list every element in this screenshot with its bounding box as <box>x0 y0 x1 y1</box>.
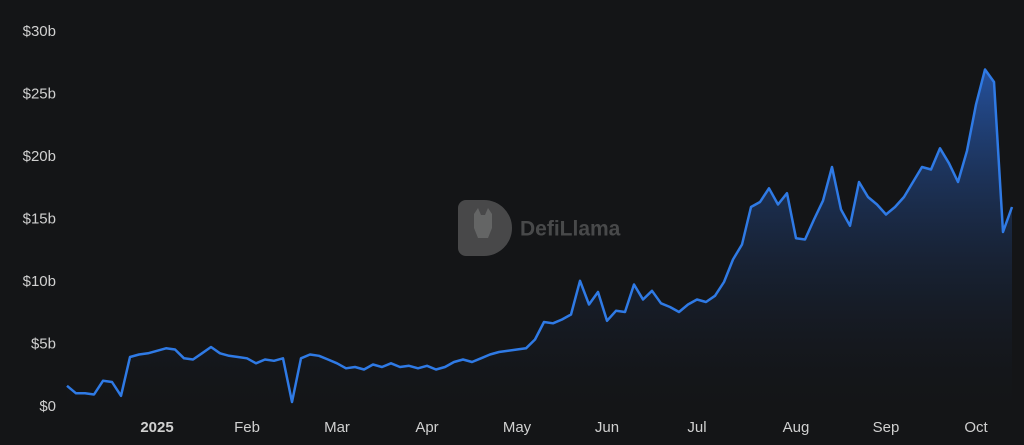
x-tick-label: Aug <box>783 419 810 436</box>
x-tick-label: Oct <box>964 419 988 436</box>
y-tick-label: $5b <box>31 335 56 352</box>
x-tick-label: Mar <box>324 419 350 436</box>
y-tick-label: $0 <box>39 398 56 415</box>
x-tick-label: Apr <box>415 419 438 436</box>
watermark-text: DefiLlama <box>520 218 621 241</box>
watermark-llama <box>474 208 492 238</box>
x-tick-label: Jul <box>687 419 706 436</box>
y-tick-label: $30b <box>23 23 56 40</box>
x-tick-label: Jun <box>595 419 619 436</box>
x-tick-label: 2025 <box>140 419 173 436</box>
x-tick-label: Feb <box>234 419 260 436</box>
y-tick-label: $25b <box>23 85 56 102</box>
line <box>66 68 1014 404</box>
y-tick-label: $15b <box>23 210 56 227</box>
y-tick-label: $10b <box>23 273 56 290</box>
x-tick-label: May <box>503 419 532 436</box>
area <box>67 69 1012 407</box>
watermark: DefiLlama <box>458 200 621 256</box>
x-tick-label: Sep <box>873 419 900 436</box>
y-tick-label: $20b <box>23 148 56 165</box>
